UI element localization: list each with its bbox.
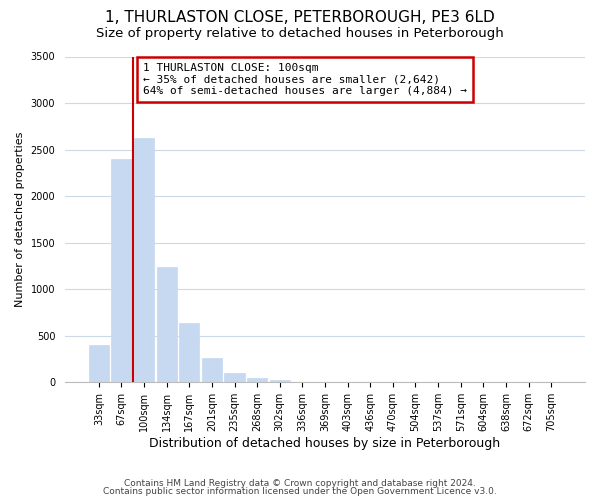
Y-axis label: Number of detached properties: Number of detached properties <box>15 132 25 307</box>
Bar <box>247 378 268 382</box>
Bar <box>134 138 154 382</box>
Bar <box>111 159 131 382</box>
Bar <box>89 345 109 383</box>
Text: 1 THURLASTON CLOSE: 100sqm
← 35% of detached houses are smaller (2,642)
64% of s: 1 THURLASTON CLOSE: 100sqm ← 35% of deta… <box>143 63 467 96</box>
Text: Contains HM Land Registry data © Crown copyright and database right 2024.: Contains HM Land Registry data © Crown c… <box>124 478 476 488</box>
Bar <box>269 380 290 382</box>
Bar <box>179 323 199 382</box>
Bar <box>157 267 177 382</box>
Text: 1, THURLASTON CLOSE, PETERBOROUGH, PE3 6LD: 1, THURLASTON CLOSE, PETERBOROUGH, PE3 6… <box>105 10 495 25</box>
Text: Contains public sector information licensed under the Open Government Licence v3: Contains public sector information licen… <box>103 487 497 496</box>
Bar <box>202 358 222 382</box>
X-axis label: Distribution of detached houses by size in Peterborough: Distribution of detached houses by size … <box>149 437 500 450</box>
Text: Size of property relative to detached houses in Peterborough: Size of property relative to detached ho… <box>96 28 504 40</box>
Bar <box>224 373 245 382</box>
